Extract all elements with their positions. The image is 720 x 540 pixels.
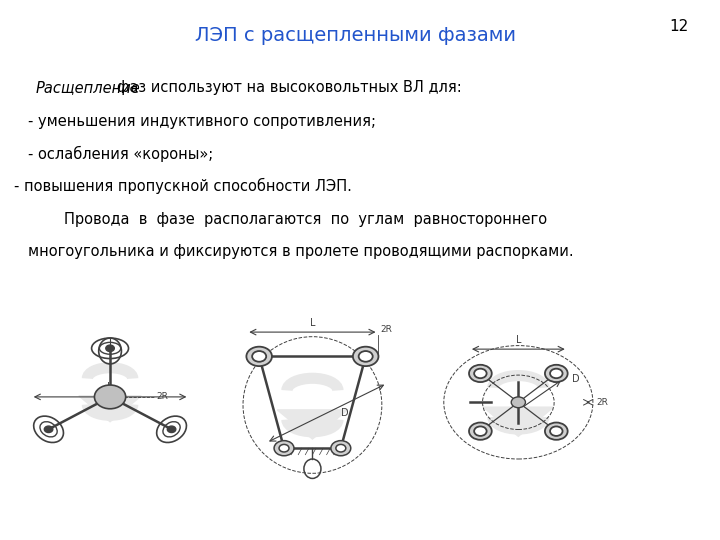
Circle shape — [474, 427, 487, 436]
Circle shape — [94, 385, 126, 409]
Text: - уменьшения индуктивного сопротивления;: - уменьшения индуктивного сопротивления; — [28, 114, 377, 129]
Circle shape — [550, 369, 562, 378]
Polygon shape — [483, 407, 554, 436]
Circle shape — [246, 347, 272, 366]
Text: 2R: 2R — [380, 325, 392, 334]
Text: - ослабления «короны»;: - ослабления «короны»; — [28, 146, 214, 162]
Circle shape — [474, 369, 487, 378]
Circle shape — [511, 397, 526, 408]
Circle shape — [353, 347, 379, 366]
Circle shape — [331, 441, 351, 456]
Text: - повышения пропускной способности ЛЭП.: - повышения пропускной способности ЛЭП. — [14, 178, 352, 194]
Text: D: D — [341, 408, 348, 418]
Circle shape — [106, 345, 114, 352]
Circle shape — [252, 351, 266, 362]
Text: D: D — [572, 374, 580, 384]
Circle shape — [359, 351, 373, 362]
Circle shape — [167, 426, 176, 433]
Text: L: L — [516, 335, 521, 345]
Polygon shape — [78, 396, 141, 422]
Text: 2R: 2R — [596, 398, 608, 407]
Text: Провода  в  фазе  располагаются  по  углам  равностороннего: Провода в фазе располагаются по углам ра… — [64, 212, 547, 227]
Text: многоугольника и фиксируются в пролете проводящими распорками.: многоугольника и фиксируются в пролете п… — [28, 244, 574, 259]
Circle shape — [279, 444, 289, 452]
Text: ЛЭП с расщепленными фазами: ЛЭП с расщепленными фазами — [194, 25, 516, 45]
Text: 2R: 2R — [156, 393, 168, 401]
Text: L: L — [107, 381, 113, 391]
Circle shape — [545, 365, 567, 382]
Text: L: L — [310, 318, 315, 328]
Circle shape — [469, 422, 492, 440]
Text: Расщепление: Расщепление — [35, 80, 140, 95]
Circle shape — [336, 444, 346, 452]
Text: фаз используют на высоковольтных ВЛ для:: фаз используют на высоковольтных ВЛ для: — [117, 80, 462, 95]
Circle shape — [550, 427, 562, 436]
Polygon shape — [277, 410, 348, 439]
Circle shape — [274, 441, 294, 456]
Circle shape — [45, 426, 53, 433]
Circle shape — [469, 365, 492, 382]
Circle shape — [545, 422, 567, 440]
Text: 12: 12 — [670, 19, 689, 34]
